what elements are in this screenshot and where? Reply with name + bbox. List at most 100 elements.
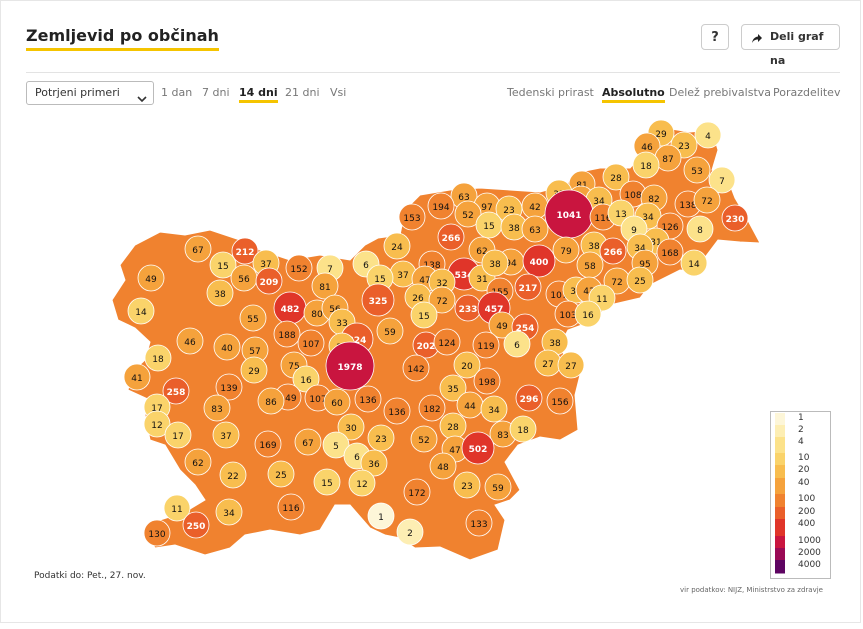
municipality-area[interactable] <box>164 421 192 449</box>
municipality[interactable]: 7 <box>708 166 736 194</box>
municipality-area[interactable] <box>231 237 259 265</box>
municipality-area[interactable] <box>396 518 424 546</box>
municipality[interactable]: 482 <box>273 291 307 325</box>
municipality-area[interactable] <box>176 327 204 355</box>
municipality[interactable]: 52 <box>410 425 438 453</box>
municipality[interactable]: 18 <box>144 344 172 372</box>
municipality[interactable]: 67 <box>184 235 212 263</box>
municipality-area[interactable] <box>574 300 602 328</box>
municipality[interactable]: 12 <box>348 469 376 497</box>
municipality-area[interactable] <box>461 431 495 465</box>
municipality-area[interactable] <box>367 502 395 530</box>
municipality[interactable]: 20 <box>453 351 481 379</box>
time-option-vsi[interactable]: Vsi <box>330 86 347 99</box>
municipality[interactable]: 16 <box>292 365 320 393</box>
municipality[interactable]: 86 <box>257 387 285 415</box>
municipality-area[interactable] <box>480 395 508 423</box>
municipality-area[interactable] <box>418 394 446 422</box>
municipality[interactable]: 58 <box>576 251 604 279</box>
municipality-area[interactable] <box>239 304 267 332</box>
municipality-area[interactable] <box>632 151 660 179</box>
municipality[interactable]: 44 <box>456 391 484 419</box>
municipality[interactable]: 4 <box>694 121 722 149</box>
municipality-area[interactable] <box>439 374 467 402</box>
municipality[interactable]: 27 <box>534 349 562 377</box>
municipality[interactable]: 38 <box>481 249 509 277</box>
municipality-area[interactable] <box>427 192 455 220</box>
municipality[interactable]: 36 <box>360 449 388 477</box>
mode-delez-prebivalstva[interactable]: Delež prebivalstva <box>669 86 772 99</box>
municipality[interactable]: 15 <box>410 301 438 329</box>
municipality[interactable]: 1 <box>367 502 395 530</box>
time-option-21-dni[interactable]: 21 dni <box>285 86 320 99</box>
municipality-area[interactable] <box>215 373 243 401</box>
municipality[interactable]: 72 <box>428 286 456 314</box>
municipality-area[interactable] <box>683 156 711 184</box>
municipality-area[interactable] <box>277 493 305 521</box>
municipality-area[interactable] <box>182 511 210 539</box>
municipality[interactable]: 24 <box>383 232 411 260</box>
municipality[interactable]: 8 <box>686 215 714 243</box>
municipality-area[interactable] <box>428 286 456 314</box>
municipality[interactable]: 250 <box>182 511 210 539</box>
municipality[interactable]: 6 <box>503 330 531 358</box>
municipality[interactable]: 142 <box>402 354 430 382</box>
municipality[interactable]: 48 <box>429 452 457 480</box>
municipality-area[interactable] <box>403 478 431 506</box>
municipality[interactable]: 11 <box>163 494 191 522</box>
municipality[interactable]: 194 <box>427 192 455 220</box>
municipality-area[interactable] <box>433 328 461 356</box>
municipality[interactable]: 30 <box>337 413 365 441</box>
municipality-area[interactable] <box>209 251 237 279</box>
municipality-area[interactable] <box>398 203 426 231</box>
municipality[interactable]: 14 <box>127 297 155 325</box>
municipality-area[interactable] <box>686 215 714 243</box>
help-button[interactable]: ? <box>701 24 729 50</box>
municipality[interactable]: 130 <box>143 519 171 547</box>
municipality-area[interactable] <box>360 449 388 477</box>
municipality-area[interactable] <box>626 266 654 294</box>
municipality[interactable]: 172 <box>403 478 431 506</box>
municipality-area[interactable] <box>267 460 295 488</box>
municipality[interactable]: 42 <box>521 192 549 220</box>
municipality[interactable]: 266 <box>437 223 465 251</box>
municipality[interactable]: 72 <box>693 186 721 214</box>
municipality-area[interactable] <box>213 333 241 361</box>
municipality[interactable]: 107 <box>297 329 325 357</box>
time-option-14-dni[interactable]: 14 dni <box>239 86 278 103</box>
time-option-7-dni[interactable]: 7 dni <box>202 86 230 99</box>
municipality[interactable]: 25 <box>626 266 654 294</box>
municipality[interactable]: 133 <box>465 509 493 537</box>
municipality[interactable]: 67 <box>294 428 322 456</box>
municipality-area[interactable] <box>212 421 240 449</box>
municipality-area[interactable] <box>292 365 320 393</box>
municipality-area[interactable] <box>376 317 404 345</box>
municipality-area[interactable] <box>509 415 537 443</box>
municipality[interactable]: 14 <box>680 249 708 277</box>
time-option-1-dan[interactable]: 1 dan <box>161 86 193 99</box>
municipality-area[interactable] <box>552 236 580 264</box>
municipality-area[interactable] <box>410 301 438 329</box>
municipality-area[interactable] <box>257 387 285 415</box>
municipality-area[interactable] <box>521 215 549 243</box>
municipality[interactable]: 1978 <box>325 341 375 391</box>
municipality-area[interactable] <box>602 163 630 191</box>
mode-absolutno[interactable]: Absolutno <box>602 86 665 103</box>
municipality[interactable]: 22 <box>219 461 247 489</box>
municipality-area[interactable] <box>402 354 430 382</box>
municipality-area[interactable] <box>708 166 736 194</box>
municipality-area[interactable] <box>437 223 465 251</box>
municipality[interactable]: 29 <box>240 356 268 384</box>
municipality[interactable]: 152 <box>285 254 313 282</box>
municipality-area[interactable] <box>337 413 365 441</box>
municipality-area[interactable] <box>325 341 375 391</box>
municipality-area[interactable] <box>361 283 395 317</box>
municipality[interactable]: 266 <box>599 237 627 265</box>
municipality-area[interactable] <box>472 331 500 359</box>
municipality-area[interactable] <box>383 397 411 425</box>
municipality-area[interactable] <box>285 254 313 282</box>
municipality-area[interactable] <box>454 200 482 228</box>
municipality[interactable]: 15 <box>209 251 237 279</box>
municipality[interactable]: 119 <box>472 331 500 359</box>
municipality-area[interactable] <box>453 351 481 379</box>
